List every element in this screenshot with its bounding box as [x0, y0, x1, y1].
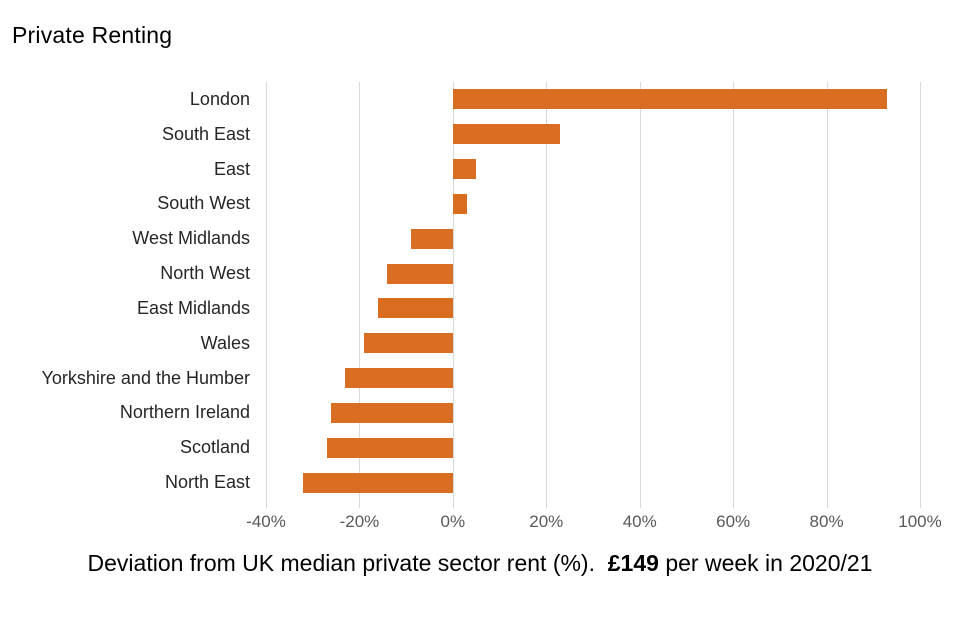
x-tick-label: 0%: [440, 512, 466, 531]
bar-row: [266, 430, 920, 465]
bar: [303, 472, 453, 493]
category-label: South East: [161, 123, 250, 144]
bar-row: [266, 117, 920, 152]
caption-value: £149: [607, 550, 659, 576]
bar-row: [266, 465, 920, 500]
bar: [345, 368, 453, 389]
caption: Deviation from UK median private sector …: [0, 550, 960, 577]
category-label: North West: [160, 263, 250, 284]
bar-row: [266, 361, 920, 396]
category-label: Scotland: [179, 437, 250, 458]
x-tick-label: 60%: [716, 512, 751, 531]
x-tick-label: 20%: [529, 512, 564, 531]
bar-row: [266, 395, 920, 430]
bar: [452, 193, 467, 214]
gridline: [266, 82, 267, 508]
bar-row: [266, 152, 920, 187]
bar: [326, 437, 453, 458]
category-label: East: [213, 158, 250, 179]
x-tick-label: -20%: [339, 512, 380, 531]
category-label: Yorkshire and the Humber: [41, 367, 250, 388]
chart-title: Private Renting: [12, 22, 173, 48]
gridline: [546, 82, 548, 508]
category-label: West Midlands: [132, 228, 250, 249]
gridline: [920, 82, 921, 508]
x-axis: -40% -20% 0% 20% 40% 60% 80% 100%: [246, 512, 942, 536]
category-axis: London South East East South West West Midla…: [0, 82, 250, 500]
bar-row: [266, 186, 920, 221]
gridline: [826, 82, 828, 508]
category-label: South West: [157, 193, 250, 214]
bar: [378, 298, 453, 319]
gridline: [639, 82, 641, 508]
x-tick-label: 100%: [898, 512, 942, 531]
category-label: East Midlands: [136, 297, 250, 318]
bar-row: [266, 82, 920, 117]
bar: [452, 159, 477, 180]
bar-row: [266, 221, 920, 256]
category-label: Northern Ireland: [119, 402, 250, 423]
bar-row: [266, 256, 920, 291]
caption-suffix: per week in 2020/21: [658, 550, 873, 576]
bar-chart: London South East East South West West Midla…: [0, 82, 921, 508]
caption-prefix: Deviation from UK median private sector …: [87, 550, 608, 576]
gridline: [452, 82, 454, 508]
bar: [452, 124, 561, 145]
bar: [410, 228, 453, 249]
bar: [331, 402, 453, 423]
x-tick-label: 80%: [809, 512, 844, 531]
bar-row: [266, 291, 920, 326]
category-label: North East: [164, 472, 250, 493]
bar: [364, 333, 453, 354]
bar-row: [266, 326, 920, 361]
x-tick-label: 40%: [622, 512, 657, 531]
category-label: Wales: [200, 332, 250, 353]
plot-area: [266, 82, 921, 508]
gridline: [359, 82, 361, 508]
x-tick-label: -40%: [246, 512, 286, 531]
bar: [452, 89, 888, 110]
gridline: [733, 82, 735, 508]
bar: [387, 263, 453, 284]
category-label: London: [189, 88, 250, 109]
